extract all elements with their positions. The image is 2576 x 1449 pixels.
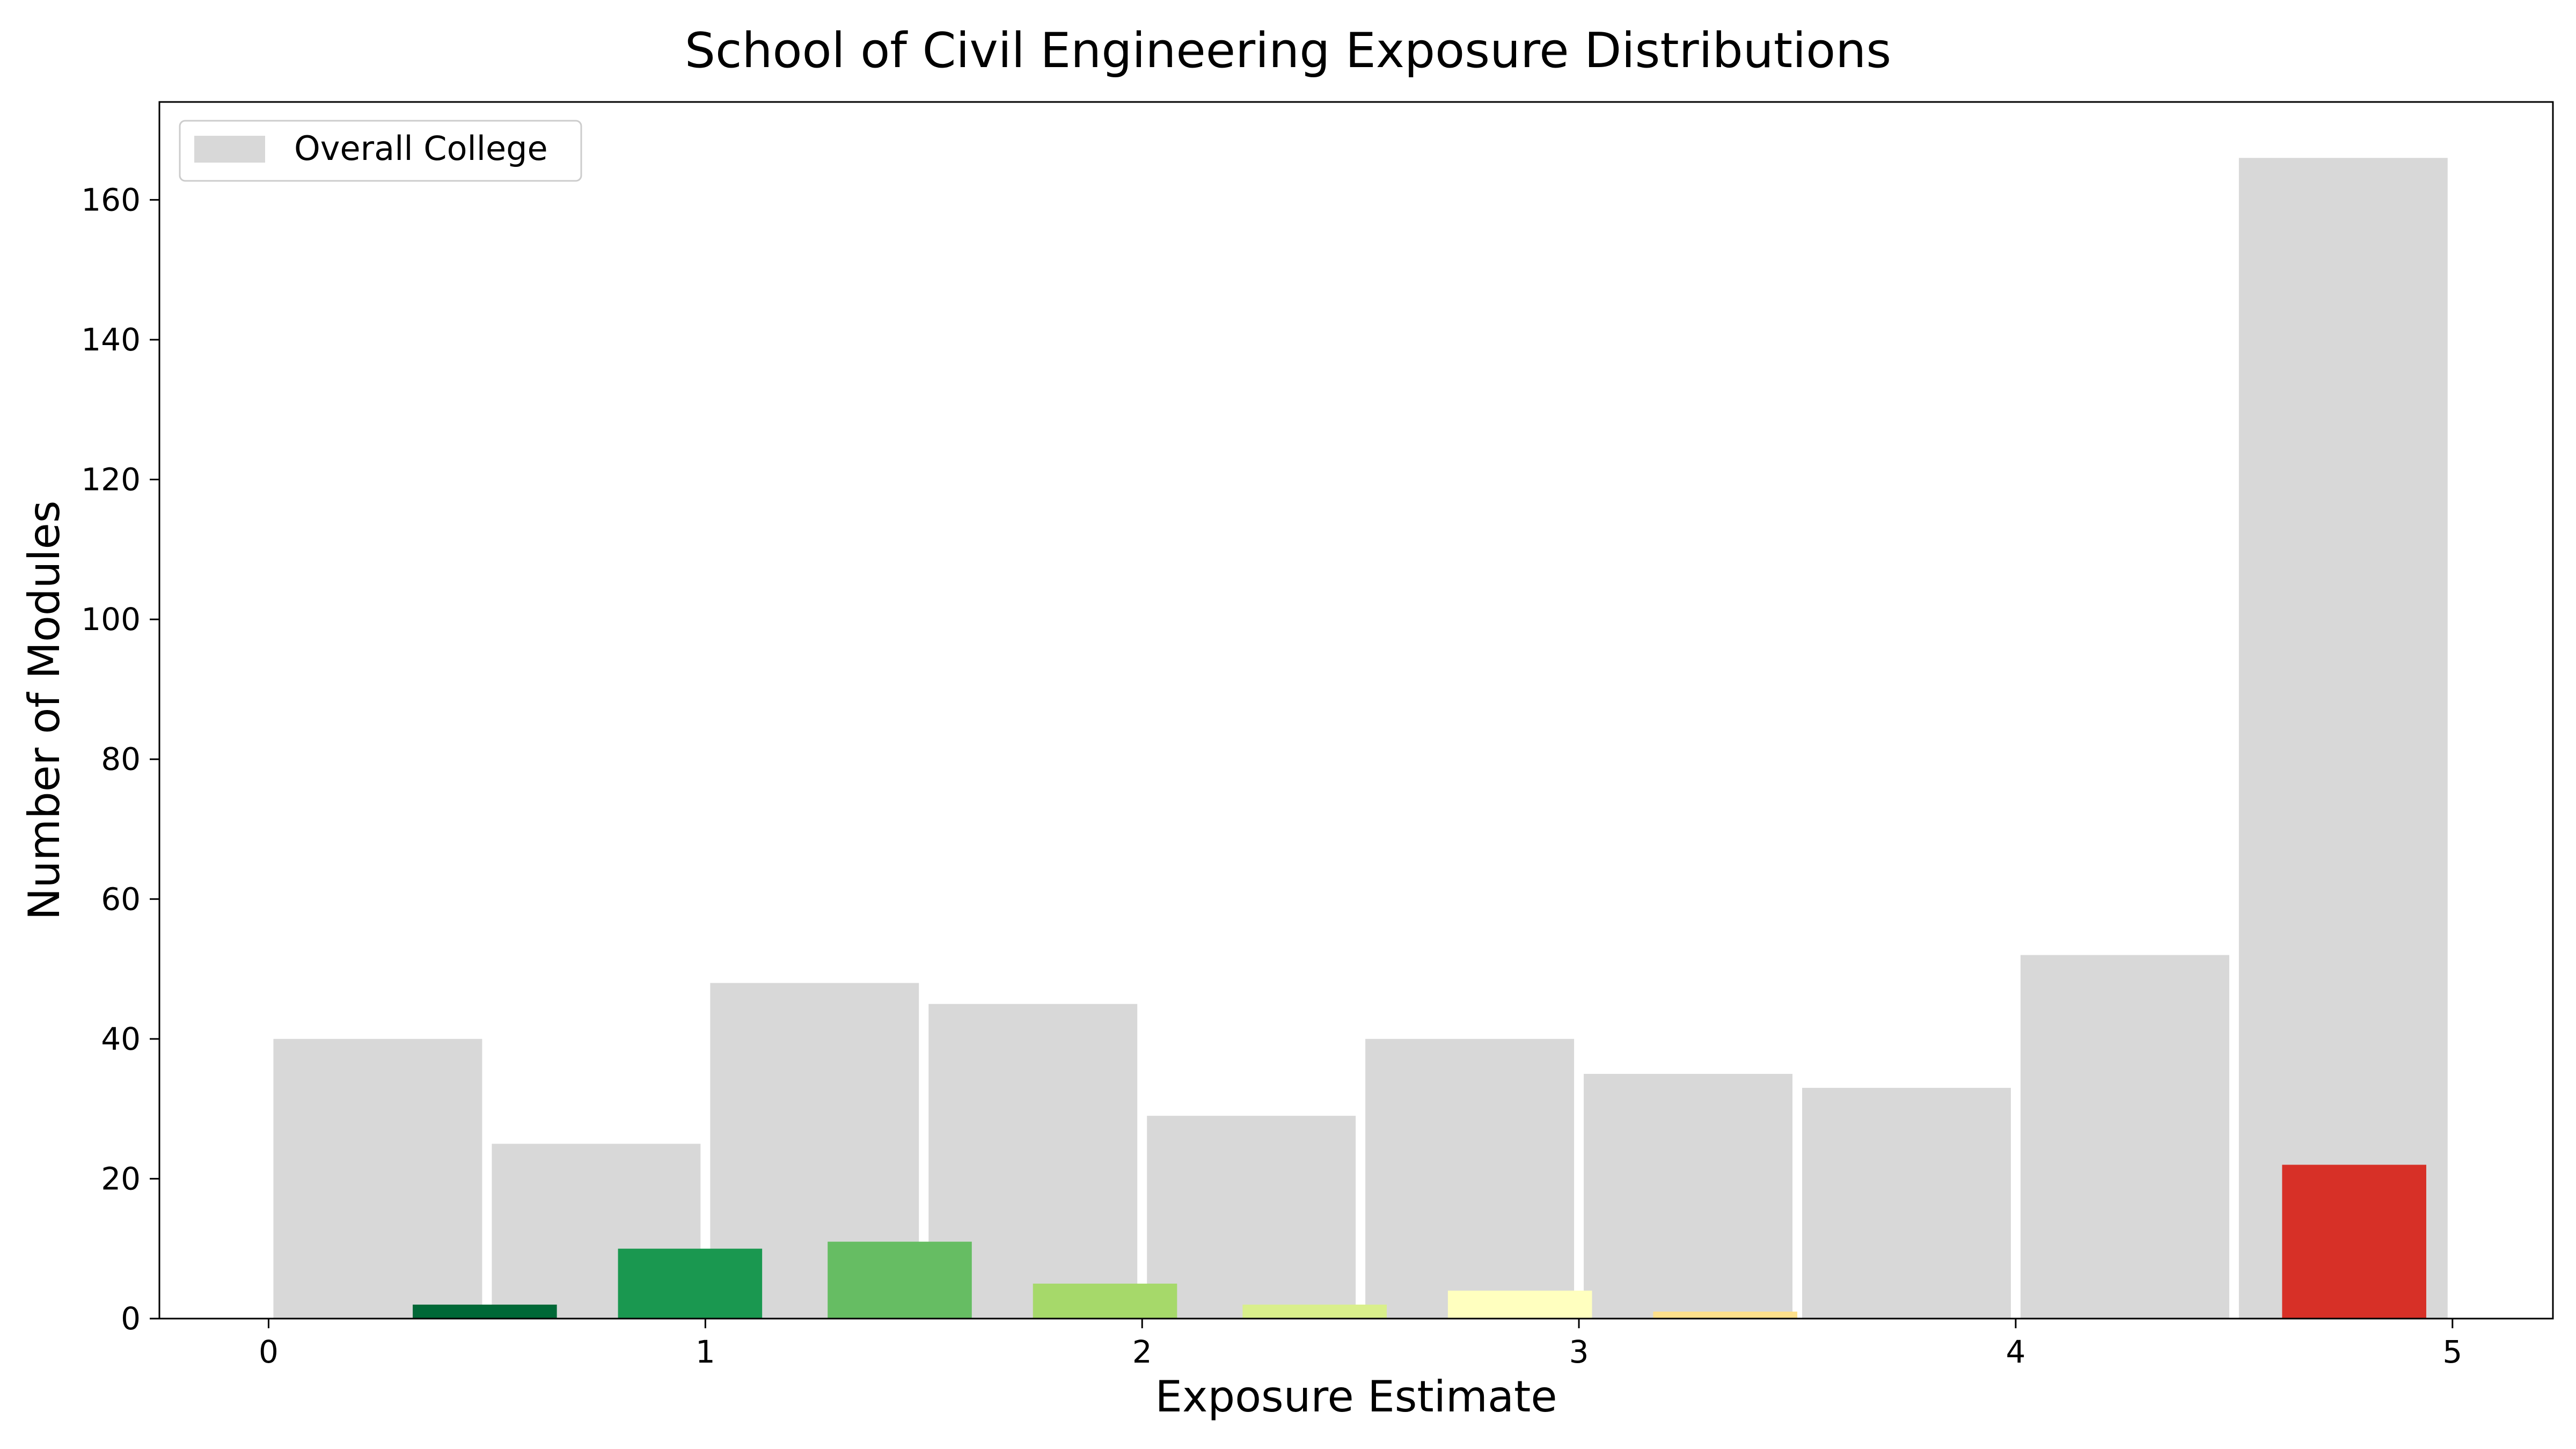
y-tick-label-5: 100 [81,601,141,638]
legend-box [179,120,582,182]
legend: Overall College [179,120,582,182]
bar-overall-college-5 [1365,1038,1575,1319]
legend-label-overall-college: Overall College [294,129,548,168]
bars-layer [273,158,2448,1319]
bar-overall-college-4 [1147,1116,1356,1319]
bar-civil-engineering-6 [1653,1311,1798,1319]
bar-civil-engineering-2 [828,1241,972,1319]
x-tick-label-0: 0 [259,1334,279,1370]
x-tick-label-3: 3 [1569,1334,1589,1370]
y-tick-label-4: 80 [101,741,141,778]
x-axis-label: Exposure Estimate [1155,1372,1557,1422]
y-tick-label-3: 60 [101,881,141,917]
bar-overall-college-0 [273,1038,482,1319]
bar-civil-engineering-7 [2282,1165,2426,1319]
x-tick-label-1: 1 [696,1334,715,1370]
y-tick-label-1: 20 [101,1160,141,1197]
bar-civil-engineering-4 [1242,1304,1387,1319]
bar-civil-engineering-1 [618,1248,763,1319]
bar-overall-college-6 [1584,1073,1793,1319]
y-tick-label-2: 40 [101,1021,141,1057]
y-tick-label-7: 140 [81,321,141,358]
bar-overall-college-8 [2020,955,2229,1319]
legend-swatch-overall-college [194,136,265,163]
y-tick-label-0: 0 [121,1300,141,1337]
x-tick-label-2: 2 [1132,1334,1152,1370]
y-axis-ticks: 0 20 40 60 80 100 120 140 160 [81,181,159,1337]
y-tick-label-8: 160 [81,181,141,218]
y-axis-label: Number of Modules [19,501,69,920]
bar-civil-engineering-5 [1447,1290,1592,1319]
y-tick-label-6: 120 [81,462,141,498]
chart-title: School of Civil Engineering Exposure Dis… [685,23,1891,79]
bar-overall-college-7 [1802,1088,2011,1319]
x-tick-label-4: 4 [2006,1334,2025,1370]
x-tick-label-5: 5 [2442,1334,2462,1370]
bar-civil-engineering-0 [413,1304,557,1319]
x-axis-ticks: 0 1 2 3 4 5 [259,1319,2462,1370]
plot-frame [158,101,2554,1320]
bar-civil-engineering-3 [1033,1283,1177,1319]
bar-overall-college-9 [2238,158,2448,1319]
